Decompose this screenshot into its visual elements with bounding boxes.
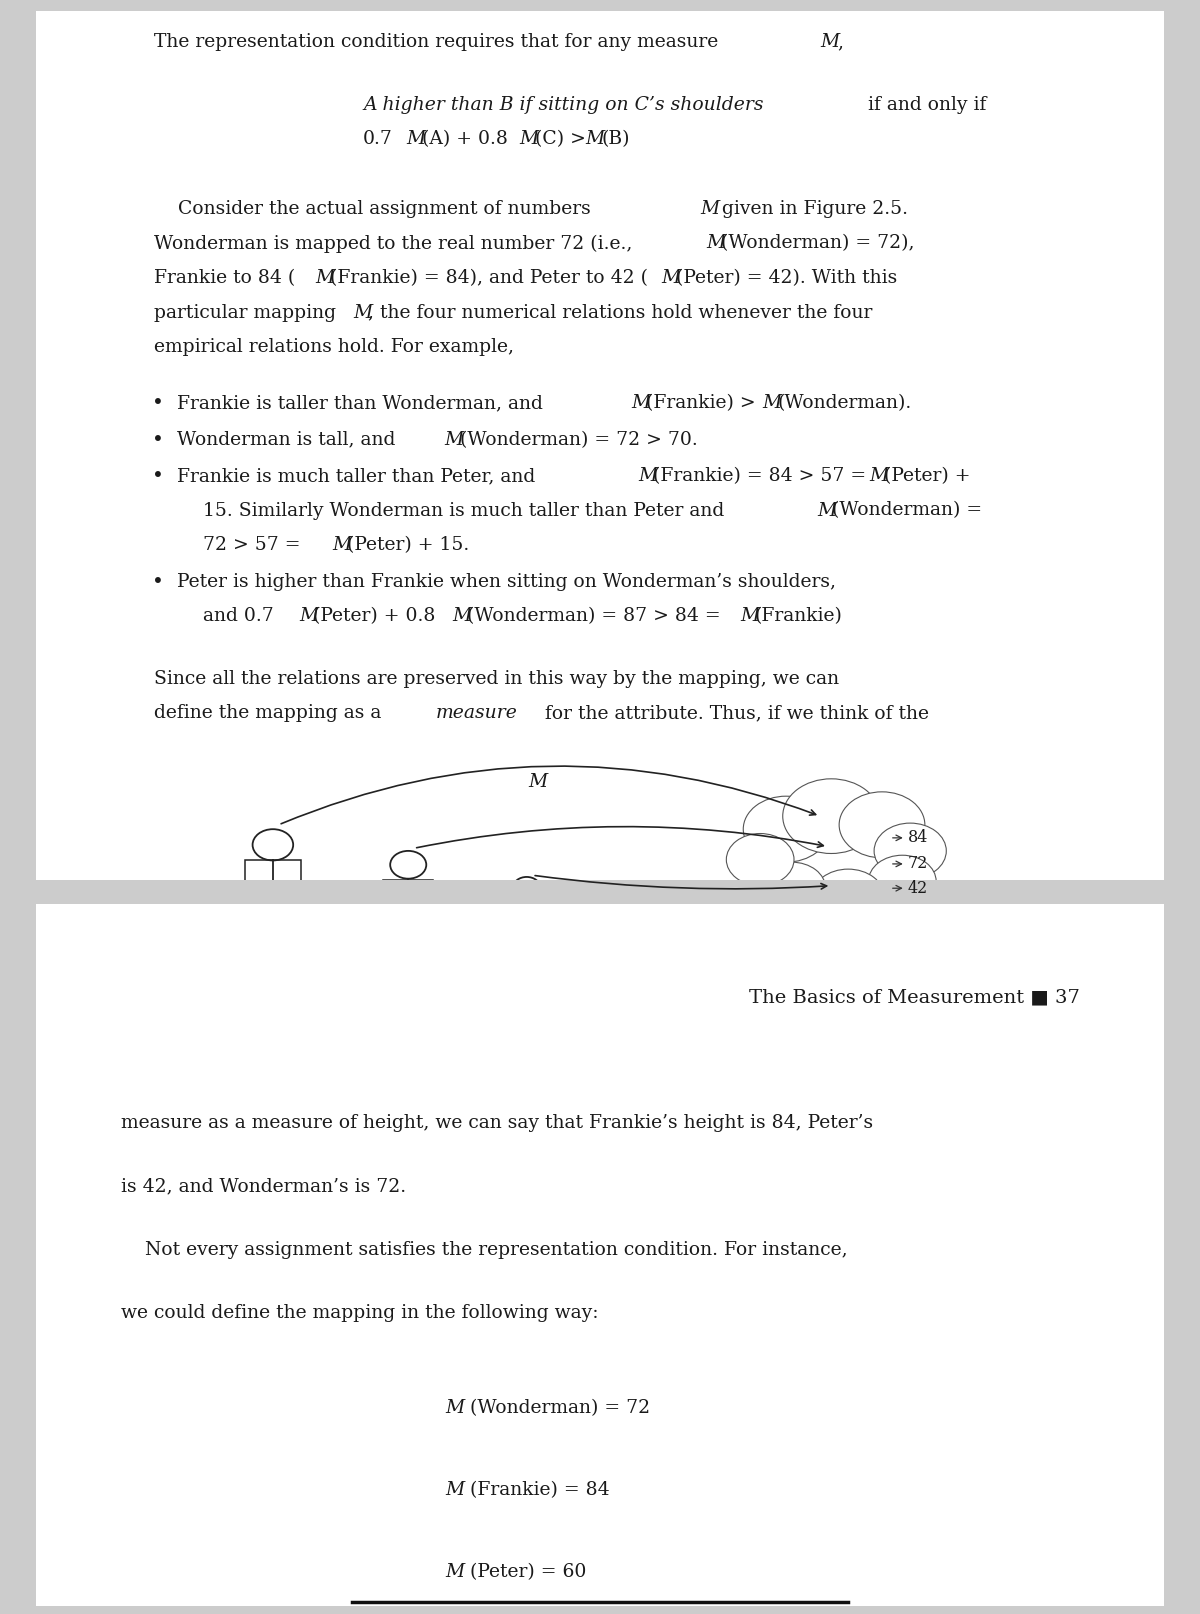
Text: M: M [740, 607, 760, 625]
Text: 15. Similarly Wonderman is much taller than Peter and: 15. Similarly Wonderman is much taller t… [203, 502, 730, 520]
Text: (B): (B) [601, 131, 630, 148]
Text: 0.7: 0.7 [364, 131, 392, 148]
Text: M: M [353, 303, 372, 321]
Text: particular mapping: particular mapping [155, 303, 342, 321]
Circle shape [869, 855, 936, 907]
Text: M: M [316, 270, 335, 287]
Text: M: M [762, 394, 781, 412]
Text: FIGURE 2.5   A measurement mapping.: FIGURE 2.5 A measurement mapping. [143, 1056, 467, 1072]
Text: M: M [518, 131, 538, 148]
Text: M: M [299, 607, 318, 625]
Text: 72: 72 [908, 855, 929, 873]
Text: (Wonderman) =: (Wonderman) = [833, 502, 983, 520]
Text: M: M [445, 1562, 464, 1582]
Text: (Frankie) = 84: (Frankie) = 84 [470, 1482, 610, 1499]
Text: (A) + 0.8: (A) + 0.8 [421, 131, 508, 148]
Text: M: M [817, 502, 836, 520]
Text: (Wonderman).: (Wonderman). [778, 394, 911, 412]
Text: given in Figure 2.5.: given in Figure 2.5. [716, 200, 908, 218]
Text: (Frankie) >: (Frankie) > [647, 394, 762, 412]
Text: (Peter) + 15.: (Peter) + 15. [347, 536, 469, 554]
Text: •: • [152, 431, 164, 450]
Text: M: M [706, 234, 725, 252]
Text: The representation condition requires that for any measure: The representation condition requires th… [155, 32, 725, 52]
Text: M: M [445, 1482, 464, 1499]
Text: (Frankie) = 84 > 57 =: (Frankie) = 84 > 57 = [653, 466, 872, 484]
Circle shape [743, 796, 829, 862]
Text: (Peter) + 0.8: (Peter) + 0.8 [313, 607, 436, 625]
Circle shape [758, 862, 826, 914]
Text: M: M [332, 536, 352, 554]
Text: 42: 42 [908, 880, 928, 897]
Text: (Peter) +: (Peter) + [884, 466, 971, 484]
Text: M: M [452, 607, 472, 625]
Text: The Basics of Measurement ■ 37: The Basics of Measurement ■ 37 [749, 988, 1080, 1006]
Text: (Wonderman) = 72),: (Wonderman) = 72), [721, 234, 914, 252]
Text: M: M [586, 131, 605, 148]
Text: Consider the actual assignment of numbers: Consider the actual assignment of number… [155, 200, 598, 218]
Text: , the four numerical relations hold whenever the four: , the four numerical relations hold when… [367, 303, 872, 321]
Text: Not every assignment satisfies the representation condition. For instance,: Not every assignment satisfies the repre… [120, 1241, 847, 1259]
Circle shape [874, 823, 947, 878]
Text: (Wonderman) = 72: (Wonderman) = 72 [470, 1399, 650, 1417]
Text: •: • [152, 394, 164, 413]
Text: for the attribute. Thus, if we think of the: for the attribute. Thus, if we think of … [539, 704, 929, 723]
Text: M: M [528, 773, 547, 791]
Text: A higher than B if sitting on C’s shoulders: A higher than B if sitting on C’s should… [364, 95, 763, 113]
Text: •: • [152, 573, 164, 591]
Text: M: M [406, 131, 425, 148]
Text: M: M [631, 394, 650, 412]
Text: (Frankie) = 84), and Peter to 42 (: (Frankie) = 84), and Peter to 42 ( [330, 270, 648, 287]
Text: (Peter) = 60: (Peter) = 60 [470, 1562, 587, 1582]
Text: Since all the relations are preserved in this way by the mapping, we can: Since all the relations are preserved in… [155, 670, 840, 688]
Text: Frankie is much taller than Peter, and: Frankie is much taller than Peter, and [178, 466, 541, 484]
Text: Wonderman is mapped to the real number 72 (i.e.,: Wonderman is mapped to the real number 7… [155, 234, 638, 252]
FancyBboxPatch shape [245, 860, 301, 917]
Circle shape [726, 833, 794, 886]
Text: (Peter) = 42). With this: (Peter) = 42). With this [676, 270, 896, 287]
Text: M: M [870, 466, 889, 484]
Circle shape [782, 780, 880, 854]
Text: and 0.7: and 0.7 [203, 607, 274, 625]
Text: M: M [661, 270, 680, 287]
Text: measure: measure [436, 704, 517, 723]
Text: we could define the mapping in the following way:: we could define the mapping in the follo… [120, 1304, 598, 1322]
Text: define the mapping as a: define the mapping as a [155, 704, 388, 723]
Text: (Frankie): (Frankie) [755, 607, 842, 625]
Text: Wonderman is tall, and: Wonderman is tall, and [178, 431, 401, 449]
Text: (Wonderman) = 87 > 84 =: (Wonderman) = 87 > 84 = [467, 607, 726, 625]
Text: 84: 84 [908, 830, 929, 846]
Circle shape [839, 792, 925, 857]
Text: M: M [701, 200, 720, 218]
Text: empirical relations hold. For example,: empirical relations hold. For example, [155, 339, 515, 357]
Text: (Wonderman) = 72 > 70.: (Wonderman) = 72 > 70. [460, 431, 698, 449]
Circle shape [812, 868, 884, 925]
FancyBboxPatch shape [36, 11, 1164, 880]
Text: is 42, and Wonderman’s is 72.: is 42, and Wonderman’s is 72. [120, 1178, 406, 1196]
Text: M: M [638, 466, 658, 484]
Text: •: • [152, 466, 164, 486]
Text: M: M [820, 32, 839, 52]
Text: measure as a measure of height, we can say that Frankie’s height is 84, Peter’s: measure as a measure of height, we can s… [120, 1115, 872, 1133]
FancyBboxPatch shape [384, 880, 433, 928]
Text: Frankie is taller than Wonderman, and: Frankie is taller than Wonderman, and [178, 394, 548, 412]
FancyBboxPatch shape [36, 904, 1164, 1606]
Text: M: M [445, 1399, 464, 1417]
Text: ,: , [836, 32, 842, 52]
Text: M: M [444, 431, 463, 449]
Text: 72 > 57 =: 72 > 57 = [203, 536, 306, 554]
Text: if and only if: if and only if [862, 95, 986, 113]
Text: (C) >: (C) > [534, 131, 586, 148]
Text: Peter is higher than Frankie when sitting on Wonderman’s shoulders,: Peter is higher than Frankie when sittin… [178, 573, 836, 591]
Text: Frankie to 84 (: Frankie to 84 ( [155, 270, 295, 287]
